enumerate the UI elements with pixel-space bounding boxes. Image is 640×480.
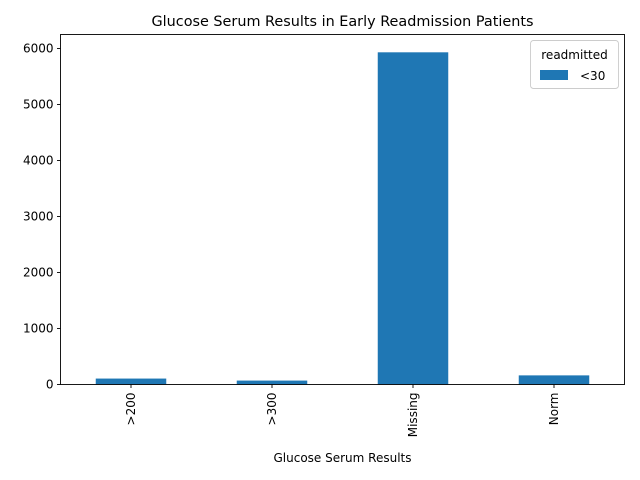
y-axis: 0 1000 2000 3000 4000 5000 6000 [23, 42, 61, 392]
y-tick-label: 4000 [23, 154, 54, 168]
chart-title: Glucose Serum Results in Early Readmissi… [152, 14, 534, 30]
y-tick-label: 3000 [23, 210, 54, 224]
x-tick-label: >200 [124, 393, 138, 426]
legend-swatch [540, 70, 568, 80]
x-tick-label: Missing [406, 393, 420, 438]
bar [377, 52, 449, 385]
y-tick-label: 1000 [23, 322, 54, 336]
bar [236, 380, 308, 385]
x-tick-label: Norm [547, 393, 561, 426]
legend: readmitted <30 [530, 40, 619, 89]
legend-title: readmitted [541, 48, 607, 62]
y-tick-label: 0 [46, 378, 54, 392]
x-axis-label: Glucose Serum Results [274, 451, 412, 465]
legend-entry-label: <30 [580, 69, 605, 83]
bars [95, 52, 590, 385]
y-tick-label: 5000 [23, 98, 54, 112]
y-tick-label: 6000 [23, 42, 54, 56]
y-tick-label: 2000 [23, 266, 54, 280]
x-tick-label: >300 [265, 393, 279, 426]
x-axis: >200 >300 Missing Norm [124, 384, 561, 438]
plot-frame [60, 34, 625, 385]
bar [95, 378, 167, 385]
bar [518, 375, 590, 385]
